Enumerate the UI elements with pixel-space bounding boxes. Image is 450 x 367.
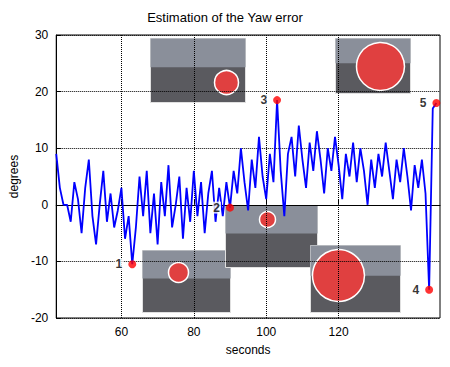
- svg-text:0: 0: [42, 198, 49, 212]
- svg-text:20: 20: [35, 85, 49, 99]
- svg-text:10: 10: [35, 141, 49, 155]
- svg-text:-10: -10: [31, 254, 49, 268]
- svg-text:Estimation of the Yaw error: Estimation of the Yaw error: [147, 10, 303, 25]
- svg-text:seconds: seconds: [226, 343, 271, 357]
- svg-text:30: 30: [35, 28, 49, 42]
- svg-text:degrees: degrees: [7, 155, 21, 198]
- svg-text:-20: -20: [31, 311, 49, 325]
- svg-text:60: 60: [115, 325, 129, 339]
- svg-text:5: 5: [420, 96, 427, 110]
- svg-text:100: 100: [256, 325, 276, 339]
- svg-text:2: 2: [213, 201, 220, 215]
- svg-text:3: 3: [260, 93, 267, 107]
- svg-text:4: 4: [412, 283, 419, 297]
- svg-text:120: 120: [329, 325, 349, 339]
- svg-text:1: 1: [116, 257, 123, 271]
- svg-text:80: 80: [187, 325, 201, 339]
